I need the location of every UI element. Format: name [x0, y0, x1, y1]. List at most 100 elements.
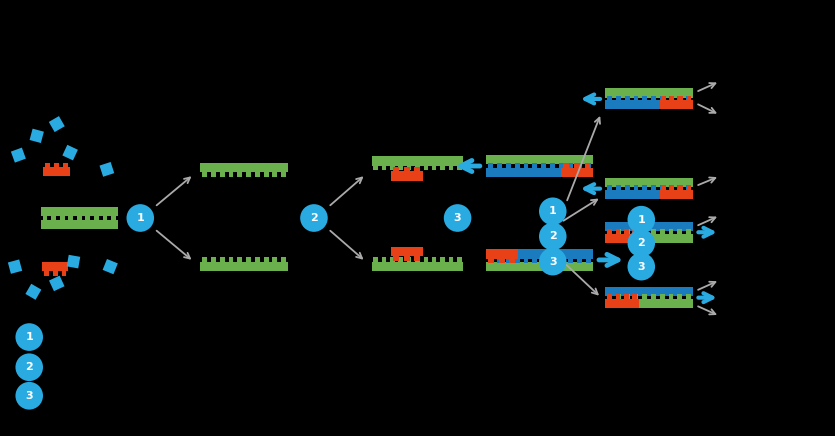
Bar [60, 215, 64, 220]
Bar [41, 207, 118, 216]
Bar [660, 187, 665, 192]
Bar [559, 259, 564, 263]
Text: 2: 2 [25, 362, 33, 372]
Bar [605, 234, 693, 243]
Bar [68, 215, 73, 220]
Circle shape [539, 198, 566, 225]
Polygon shape [103, 259, 118, 274]
Bar [533, 257, 538, 262]
Bar [605, 299, 693, 308]
Bar [393, 167, 399, 171]
Bar [677, 95, 682, 100]
Bar [440, 166, 445, 170]
Bar [514, 259, 519, 263]
Bar [264, 172, 269, 177]
Bar [678, 95, 683, 100]
Bar [255, 257, 260, 262]
Bar [506, 164, 511, 169]
Bar [607, 231, 612, 235]
Bar [616, 187, 621, 192]
Bar [605, 299, 639, 308]
Bar [488, 259, 493, 263]
Bar [51, 215, 56, 220]
Bar [616, 229, 621, 234]
Bar [605, 222, 693, 231]
Polygon shape [49, 276, 64, 291]
Text: 3: 3 [637, 262, 645, 272]
Bar [660, 231, 665, 235]
Text: 2: 2 [637, 238, 645, 248]
Bar [202, 257, 207, 262]
Bar [651, 187, 656, 192]
Bar [686, 231, 691, 235]
Bar [586, 164, 591, 168]
Bar [272, 172, 277, 177]
Bar [561, 168, 593, 177]
Bar [415, 166, 420, 170]
Bar [686, 98, 691, 102]
Bar [607, 294, 612, 299]
Bar [660, 294, 665, 299]
Bar [607, 187, 612, 192]
Bar [498, 259, 504, 263]
Bar [616, 294, 621, 299]
Bar [669, 187, 674, 192]
Bar [634, 185, 639, 190]
Bar [403, 256, 409, 261]
Bar [372, 157, 463, 166]
Bar [373, 257, 378, 262]
Bar [586, 257, 591, 262]
Bar [642, 185, 647, 190]
Bar [414, 167, 420, 171]
Bar [43, 216, 48, 221]
Bar [660, 185, 665, 190]
Bar [568, 257, 573, 262]
Bar [624, 229, 629, 234]
Circle shape [628, 229, 655, 257]
Bar [568, 164, 573, 168]
Polygon shape [99, 162, 114, 177]
Circle shape [628, 253, 655, 280]
Bar [625, 231, 630, 235]
Bar [634, 95, 639, 100]
Bar [533, 164, 538, 168]
Bar [625, 98, 630, 102]
Bar [605, 100, 693, 109]
Bar [423, 166, 428, 170]
Bar [63, 163, 68, 167]
Bar [669, 296, 674, 301]
Bar [669, 231, 674, 235]
Bar [660, 100, 693, 109]
Text: 3: 3 [25, 391, 33, 401]
Polygon shape [29, 129, 44, 143]
Bar [237, 172, 242, 177]
Bar [651, 98, 656, 102]
Bar [541, 257, 546, 262]
Text: 3: 3 [453, 213, 462, 223]
Circle shape [15, 354, 43, 381]
Polygon shape [8, 259, 23, 274]
Bar [642, 296, 647, 301]
Bar [616, 296, 621, 301]
Bar [559, 164, 564, 169]
Bar [568, 164, 573, 169]
Bar [669, 98, 674, 102]
Bar [642, 294, 647, 299]
Bar [43, 215, 48, 220]
Bar [390, 257, 395, 262]
Bar [200, 262, 288, 271]
Bar [62, 271, 67, 276]
Bar [605, 89, 693, 98]
Bar [661, 95, 666, 100]
Bar [686, 95, 691, 100]
Bar [670, 185, 675, 190]
Bar [272, 257, 277, 262]
Bar [574, 164, 579, 168]
Bar [391, 171, 423, 181]
Bar [634, 98, 639, 102]
Polygon shape [48, 116, 65, 132]
Bar [509, 259, 515, 263]
Bar [448, 166, 453, 170]
Bar [486, 249, 593, 259]
Bar [541, 259, 546, 263]
